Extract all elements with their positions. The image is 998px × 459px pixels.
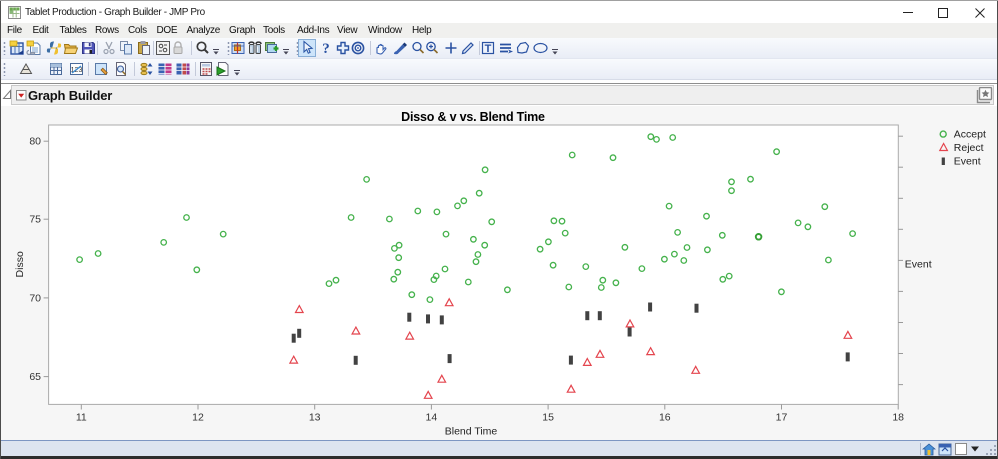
svg-text:70: 70	[29, 292, 41, 304]
svg-text:Event: Event	[954, 156, 981, 168]
svg-text:14: 14	[426, 412, 438, 424]
svg-text:Disso: Disso	[14, 251, 26, 277]
svg-text:18: 18	[892, 412, 904, 424]
svg-text:Reject: Reject	[954, 142, 984, 154]
svg-text:123: 123	[71, 67, 83, 74]
svg-text:15: 15	[542, 412, 554, 424]
svg-text:65: 65	[29, 371, 41, 383]
svg-text:75: 75	[29, 214, 41, 226]
svg-text:16: 16	[659, 412, 671, 424]
svg-text:13: 13	[309, 412, 321, 424]
svg-text:80: 80	[29, 136, 41, 148]
svg-text:Disso & v vs. Blend Time: Disso & v vs. Blend Time	[401, 110, 545, 124]
svg-text:Accept: Accept	[954, 129, 986, 141]
svg-text:17: 17	[776, 412, 788, 424]
svg-text:12: 12	[192, 412, 204, 424]
svg-text:T: T	[485, 43, 492, 55]
svg-text:Event: Event	[905, 258, 932, 270]
svg-text:?: ?	[322, 41, 330, 56]
svg-text:Blend Time: Blend Time	[445, 426, 498, 438]
svg-text:11: 11	[76, 412, 87, 424]
